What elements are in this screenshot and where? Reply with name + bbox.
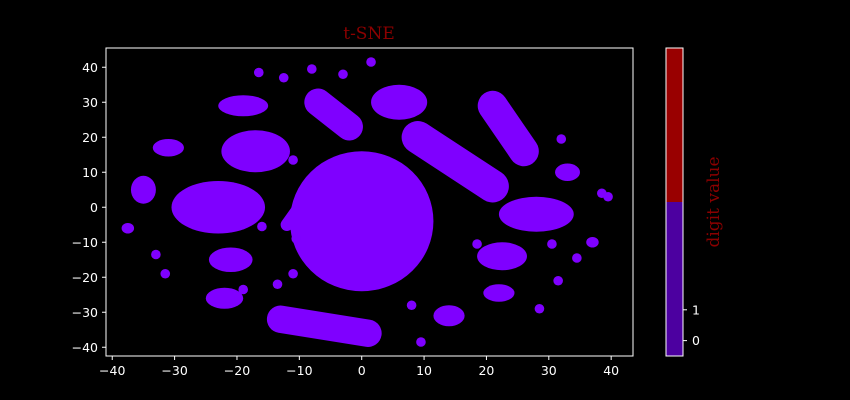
x-tick-label: 30 bbox=[541, 363, 557, 378]
colorbar-segment-0 bbox=[666, 202, 683, 356]
cluster-1 bbox=[171, 181, 266, 234]
x-tick-label: 40 bbox=[603, 363, 619, 378]
data-point-17 bbox=[272, 279, 283, 290]
data-point-3 bbox=[338, 69, 348, 80]
data-point-23 bbox=[472, 239, 482, 249]
cluster-16 bbox=[401, 121, 509, 203]
data-point-11 bbox=[238, 284, 249, 295]
cluster-18 bbox=[266, 305, 382, 347]
data-point-1 bbox=[278, 72, 289, 83]
y-tick-label: −40 bbox=[72, 340, 98, 355]
x-tick-label: −10 bbox=[286, 363, 312, 378]
colorbar-frame bbox=[665, 47, 684, 357]
data-point-5 bbox=[341, 121, 351, 132]
data-point-8 bbox=[572, 253, 582, 263]
data-point-18 bbox=[288, 268, 298, 279]
x-tick-label: −40 bbox=[99, 363, 125, 378]
data-point-2 bbox=[307, 64, 317, 74]
y-tick-label: −30 bbox=[72, 305, 98, 320]
cluster-6 bbox=[130, 175, 156, 204]
cluster-9 bbox=[205, 287, 244, 309]
x-tick-label: 0 bbox=[358, 363, 366, 378]
data-point-19 bbox=[366, 321, 376, 332]
data-point-15 bbox=[288, 155, 298, 165]
colorbar-tick-label: 1 bbox=[692, 302, 700, 317]
colorbar-tick-label: 0 bbox=[692, 333, 700, 348]
data-point-22 bbox=[553, 275, 563, 286]
y-tick-label: 40 bbox=[82, 60, 98, 75]
plot-frame bbox=[105, 47, 634, 357]
cluster-3 bbox=[218, 95, 269, 117]
y-tick-label: 20 bbox=[82, 130, 98, 145]
y-tick-label: −20 bbox=[72, 270, 98, 285]
data-point-10 bbox=[416, 337, 426, 347]
data-point-9 bbox=[534, 303, 545, 314]
data-point-12 bbox=[160, 268, 171, 279]
colorbar-label: digit value bbox=[704, 156, 724, 247]
x-tick-label: 10 bbox=[416, 363, 432, 378]
cluster-12 bbox=[555, 163, 580, 181]
cluster-11 bbox=[498, 196, 574, 232]
cluster-8 bbox=[208, 247, 253, 272]
x-axis: −40 −30 −20 −10 0 10 20 30 40 bbox=[99, 356, 619, 378]
colorbar: 01 bbox=[665, 47, 700, 357]
data-point-13 bbox=[151, 249, 161, 260]
x-tick-label: 20 bbox=[478, 363, 494, 378]
y-axis: −40 −30 −20 −10 0 10 20 30 40 bbox=[72, 60, 106, 355]
cluster-5 bbox=[152, 139, 184, 157]
chart-title: t-SNE bbox=[343, 24, 395, 44]
data-point-16 bbox=[291, 233, 302, 244]
data-point-0 bbox=[253, 67, 264, 78]
cluster-17 bbox=[477, 90, 539, 167]
y-tick-label: 30 bbox=[82, 95, 98, 110]
cluster-14 bbox=[433, 305, 465, 327]
x-tick-label: −20 bbox=[224, 363, 250, 378]
y-tick-label: 0 bbox=[90, 200, 98, 215]
cluster-10 bbox=[477, 242, 527, 271]
y-tick-label: 10 bbox=[82, 165, 98, 180]
cluster-2 bbox=[221, 130, 290, 173]
x-tick-label: −30 bbox=[161, 363, 187, 378]
data-point-6 bbox=[556, 134, 567, 144]
cluster-13 bbox=[483, 284, 515, 302]
colorbar-segment-1 bbox=[666, 48, 683, 202]
y-tick-label: −10 bbox=[72, 235, 98, 250]
plot-area bbox=[121, 57, 613, 347]
data-point-21 bbox=[547, 239, 557, 249]
cluster-4 bbox=[371, 84, 428, 120]
data-point-24 bbox=[597, 188, 607, 199]
cluster-0 bbox=[289, 151, 434, 292]
cluster-15 bbox=[586, 237, 599, 248]
data-point-20 bbox=[406, 300, 417, 311]
cluster-20 bbox=[280, 201, 306, 231]
data-point-14 bbox=[257, 221, 267, 232]
cluster-7 bbox=[121, 223, 135, 234]
data-point-4 bbox=[366, 57, 376, 67]
